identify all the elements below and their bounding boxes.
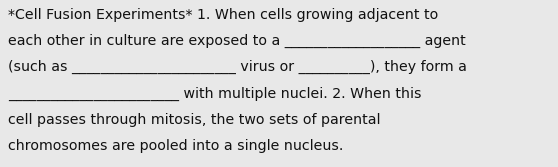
Text: each other in culture are exposed to a ___________________ agent: each other in culture are exposed to a _…	[8, 34, 465, 48]
Text: cell passes through mitosis, the two sets of parental: cell passes through mitosis, the two set…	[8, 113, 381, 127]
Text: *Cell Fusion Experiments* 1. When cells growing adjacent to: *Cell Fusion Experiments* 1. When cells …	[8, 8, 438, 22]
Text: chromosomes are pooled into a single nucleus.: chromosomes are pooled into a single nuc…	[8, 139, 343, 153]
Text: ________________________ with multiple nuclei. 2. When this: ________________________ with multiple n…	[8, 87, 421, 101]
Text: (such as _______________________ virus or __________), they form a: (such as _______________________ virus o…	[8, 60, 466, 74]
